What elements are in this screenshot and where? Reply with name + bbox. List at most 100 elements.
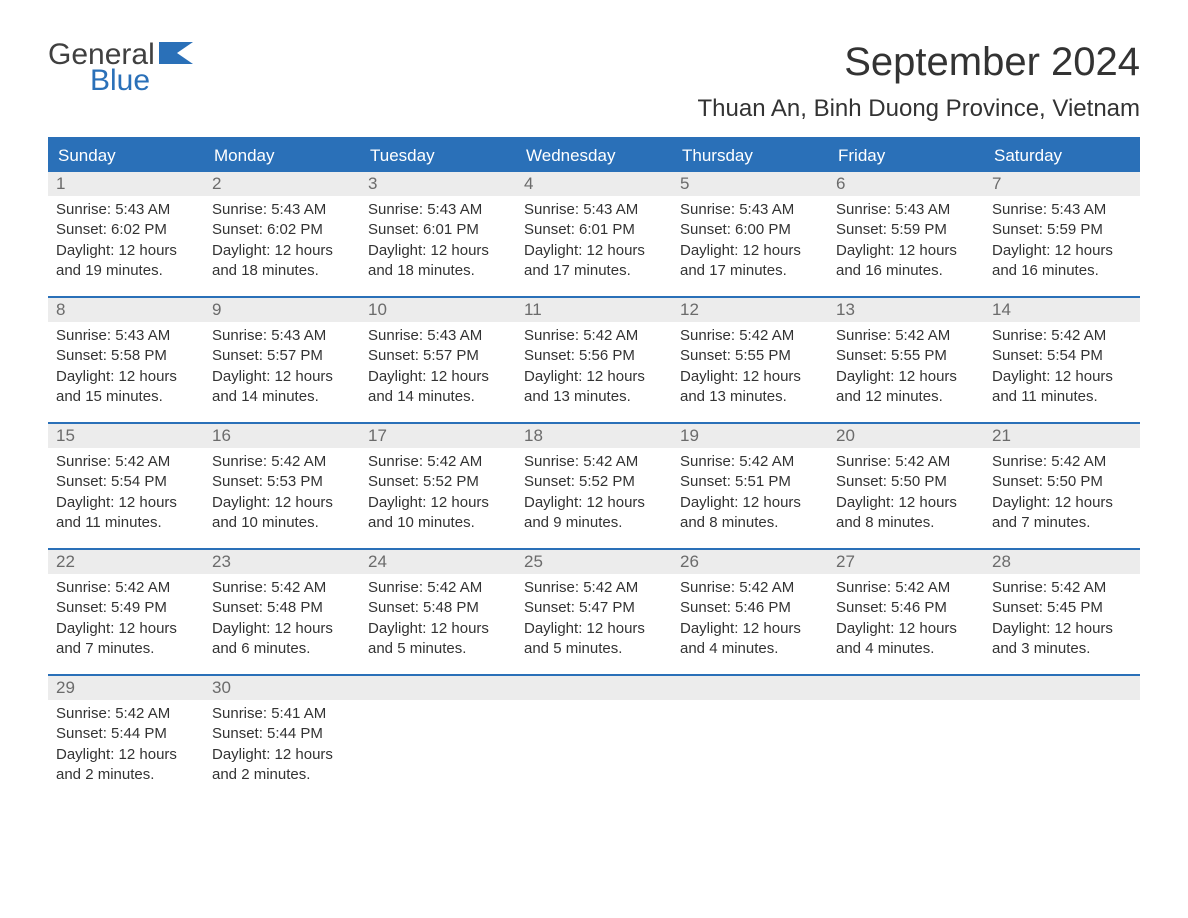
day-dl1: Daylight: 12 hours: [524, 619, 664, 639]
day-number: 9: [204, 298, 360, 322]
day-number: 4: [516, 172, 672, 196]
day-number: 30: [204, 676, 360, 700]
day-cell: 25Sunrise: 5:42 AMSunset: 5:47 PMDayligh…: [516, 550, 672, 674]
day-dl1: Daylight: 12 hours: [56, 745, 196, 765]
day-cell: 1Sunrise: 5:43 AMSunset: 6:02 PMDaylight…: [48, 172, 204, 296]
day-dl2: and 2 minutes.: [212, 765, 352, 785]
day-dl2: and 16 minutes.: [992, 261, 1132, 281]
day-cell: 10Sunrise: 5:43 AMSunset: 5:57 PMDayligh…: [360, 298, 516, 422]
day-body: Sunrise: 5:42 AMSunset: 5:47 PMDaylight:…: [516, 574, 672, 659]
day-body: Sunrise: 5:43 AMSunset: 5:59 PMDaylight:…: [828, 196, 984, 281]
day-number: 11: [516, 298, 672, 322]
day-dl2: and 8 minutes.: [836, 513, 976, 533]
day-dl2: and 4 minutes.: [680, 639, 820, 659]
day-sunset: Sunset: 5:51 PM: [680, 472, 820, 492]
day-cell: 12Sunrise: 5:42 AMSunset: 5:55 PMDayligh…: [672, 298, 828, 422]
day-dl2: and 12 minutes.: [836, 387, 976, 407]
day-body: Sunrise: 5:42 AMSunset: 5:56 PMDaylight:…: [516, 322, 672, 407]
day-sunrise: Sunrise: 5:41 AM: [212, 704, 352, 724]
day-dl1: Daylight: 12 hours: [212, 619, 352, 639]
day-dl2: and 7 minutes.: [992, 513, 1132, 533]
day-cell: 4Sunrise: 5:43 AMSunset: 6:01 PMDaylight…: [516, 172, 672, 296]
weekday-header: Wednesday: [516, 140, 672, 172]
day-dl2: and 18 minutes.: [368, 261, 508, 281]
day-dl2: and 3 minutes.: [992, 639, 1132, 659]
day-cell: 19Sunrise: 5:42 AMSunset: 5:51 PMDayligh…: [672, 424, 828, 548]
day-cell: 18Sunrise: 5:42 AMSunset: 5:52 PMDayligh…: [516, 424, 672, 548]
day-sunset: Sunset: 5:44 PM: [212, 724, 352, 744]
day-body: Sunrise: 5:42 AMSunset: 5:45 PMDaylight:…: [984, 574, 1140, 659]
day-body: [984, 700, 1140, 704]
day-number: 15: [48, 424, 204, 448]
day-dl2: and 13 minutes.: [680, 387, 820, 407]
day-sunset: Sunset: 5:57 PM: [368, 346, 508, 366]
day-body: Sunrise: 5:43 AMSunset: 5:58 PMDaylight:…: [48, 322, 204, 407]
day-sunset: Sunset: 5:45 PM: [992, 598, 1132, 618]
day-cell: 16Sunrise: 5:42 AMSunset: 5:53 PMDayligh…: [204, 424, 360, 548]
day-sunset: Sunset: 5:48 PM: [368, 598, 508, 618]
day-sunrise: Sunrise: 5:43 AM: [212, 200, 352, 220]
day-dl1: Daylight: 12 hours: [368, 367, 508, 387]
day-number: 25: [516, 550, 672, 574]
week-row: 15 Sunrise: 5:42 AM Sunset: 5:54 PM Dayligh…: [48, 422, 1140, 548]
day-number: 27: [828, 550, 984, 574]
day-cell: 22Sunrise: 5:42 AMSunset: 5:49 PMDayligh…: [48, 550, 204, 674]
day-number: 16: [204, 424, 360, 448]
day-cell: 28Sunrise: 5:42 AMSunset: 5:45 PMDayligh…: [984, 550, 1140, 674]
day-sunrise: Sunrise: 5:43 AM: [368, 200, 508, 220]
day-dl2: and 19 minutes.: [56, 261, 196, 281]
day-cell: [360, 676, 516, 800]
day-dl1: Daylight: 12 hours: [524, 493, 664, 513]
day-sunrise: Sunrise: 5:43 AM: [992, 200, 1132, 220]
day-dl1: Daylight: 12 hours: [368, 619, 508, 639]
day-body: Sunrise: 5:42 AMSunset: 5:52 PMDaylight:…: [516, 448, 672, 533]
day-sunrise: Sunrise: 5:42 AM: [56, 578, 196, 598]
day-cell: 9Sunrise: 5:43 AMSunset: 5:57 PMDaylight…: [204, 298, 360, 422]
day-dl1: Daylight: 12 hours: [368, 241, 508, 261]
day-number: [828, 676, 984, 700]
day-dl2: and 18 minutes.: [212, 261, 352, 281]
day-dl1: Daylight: 12 hours: [56, 367, 196, 387]
day-body: [360, 700, 516, 704]
day-number: 10: [360, 298, 516, 322]
day-dl2: and 9 minutes.: [524, 513, 664, 533]
day-cell: 20Sunrise: 5:42 AMSunset: 5:50 PMDayligh…: [828, 424, 984, 548]
day-sunset: Sunset: 5:52 PM: [524, 472, 664, 492]
day-sunrise: Sunrise: 5:42 AM: [524, 452, 664, 472]
day-cell: 2Sunrise: 5:43 AMSunset: 6:02 PMDaylight…: [204, 172, 360, 296]
day-dl2: and 17 minutes.: [524, 261, 664, 281]
day-dl1: Daylight: 12 hours: [836, 493, 976, 513]
day-number: 23: [204, 550, 360, 574]
brand-word2: Blue: [90, 66, 193, 96]
day-body: [828, 700, 984, 704]
day-sunset: Sunset: 5:54 PM: [56, 472, 196, 492]
day-sunset: Sunset: 5:49 PM: [56, 598, 196, 618]
day-dl2: and 5 minutes.: [524, 639, 664, 659]
day-sunset: Sunset: 5:48 PM: [212, 598, 352, 618]
day-dl1: Daylight: 12 hours: [680, 619, 820, 639]
day-dl1: Daylight: 12 hours: [524, 367, 664, 387]
weeks-container: 1Sunrise: 5:43 AMSunset: 6:02 PMDaylight…: [48, 172, 1140, 800]
day-body: Sunrise: 5:42 AMSunset: 5:49 PMDaylight:…: [48, 574, 204, 659]
day-sunset: Sunset: 5:58 PM: [56, 346, 196, 366]
day-cell: 13Sunrise: 5:42 AMSunset: 5:55 PMDayligh…: [828, 298, 984, 422]
day-dl1: Daylight: 12 hours: [212, 745, 352, 765]
day-sunset: Sunset: 5:50 PM: [992, 472, 1132, 492]
day-number: 1: [48, 172, 204, 196]
day-sunset: Sunset: 6:01 PM: [368, 220, 508, 240]
day-dl1: Daylight: 12 hours: [836, 241, 976, 261]
weekday-header: Sunday: [48, 140, 204, 172]
day-number: 6: [828, 172, 984, 196]
day-cell: [828, 676, 984, 800]
weekday-header: Thursday: [672, 140, 828, 172]
day-dl1: Daylight: 12 hours: [992, 619, 1132, 639]
day-cell: 3Sunrise: 5:43 AMSunset: 6:01 PMDaylight…: [360, 172, 516, 296]
day-sunset: Sunset: 5:54 PM: [992, 346, 1132, 366]
day-body: Sunrise: 5:42 AMSunset: 5:50 PMDaylight:…: [828, 448, 984, 533]
day-sunset: Sunset: 5:56 PM: [524, 346, 664, 366]
day-dl1: Daylight: 12 hours: [992, 241, 1132, 261]
day-body: Sunrise: 5:43 AMSunset: 6:02 PMDaylight:…: [204, 196, 360, 281]
day-body: Sunrise: 5:42 AMSunset: 5:51 PMDaylight:…: [672, 448, 828, 533]
day-body: Sunrise: 5:42 AMSunset: 5:46 PMDaylight:…: [828, 574, 984, 659]
day-number: 17: [360, 424, 516, 448]
